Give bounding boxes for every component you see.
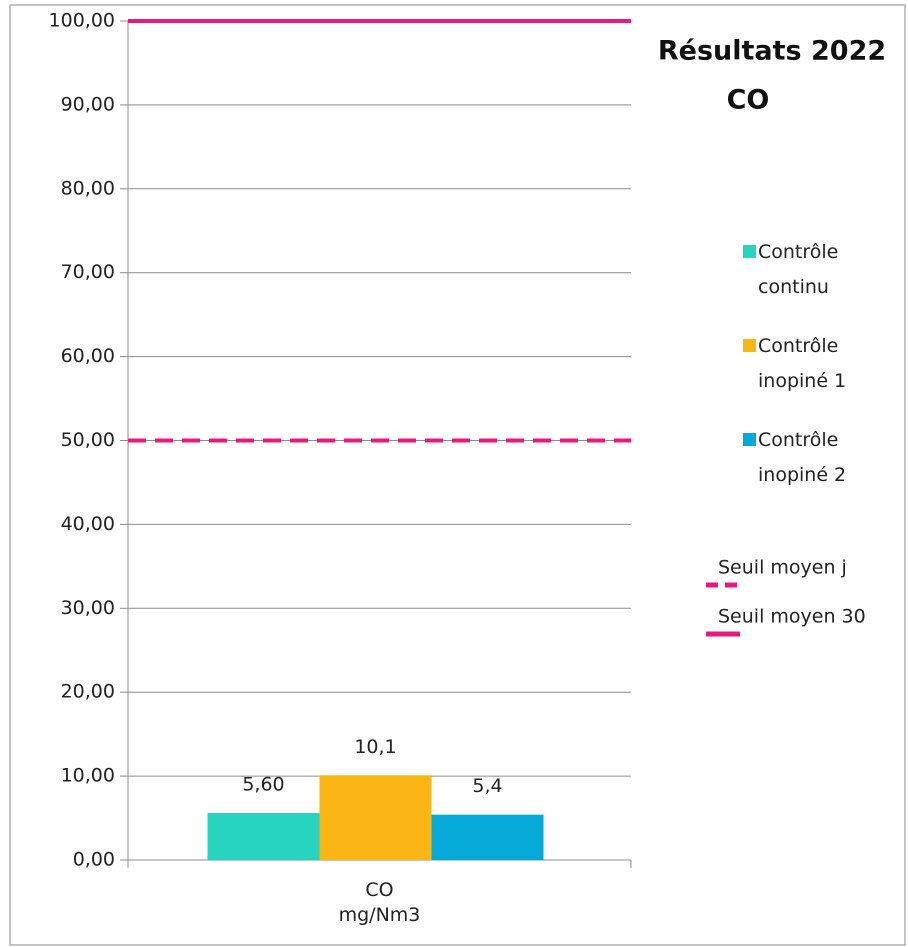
y-tick-label: 90,00 [61,93,115,115]
legend-label: Seuil moyen 30 [718,606,866,628]
x-tick-label: CO mg/Nm3 [339,879,421,926]
y-tick-label: 0,00 [73,849,115,871]
y-tick-label: 30,00 [61,597,115,619]
bar [431,814,544,860]
chart-subtitle: CO [727,85,770,116]
y-tick-label: 100,00 [49,10,115,32]
data-label: 5,60 [242,774,284,796]
legend-label: Contrôle continu [758,241,838,298]
bar [207,813,320,860]
chart-frame [9,4,906,946]
legend-label: Contrôle inopiné 1 [758,335,846,392]
legend-swatch [743,339,756,352]
legend-label: Seuil moyen j [718,557,847,579]
y-tick-label: 60,00 [61,345,115,367]
legend-swatch [743,433,756,446]
y-tick-label: 80,00 [61,177,115,199]
bar [319,775,432,860]
y-tick-label: 20,00 [61,681,115,703]
chart-title: Résultats 2022 [658,36,886,67]
legend-label: Contrôle inopiné 2 [758,429,846,486]
y-tick-label: 70,00 [61,261,115,283]
y-tick-label: 50,00 [61,429,115,451]
legend-swatch [743,245,756,258]
data-label: 10,1 [354,736,396,758]
data-label: 5,4 [472,775,502,797]
y-tick-label: 40,00 [61,513,115,535]
y-tick-label: 10,00 [61,765,115,787]
